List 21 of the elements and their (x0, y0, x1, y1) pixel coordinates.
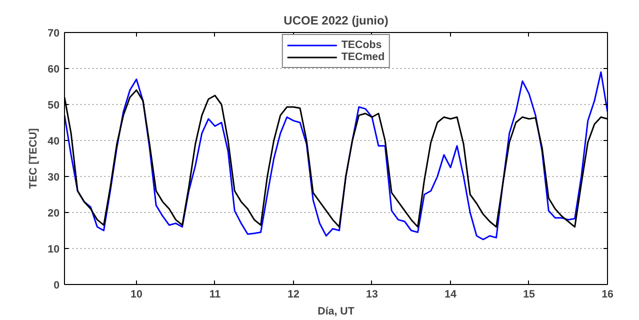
x-tick-label: 14 (444, 288, 456, 300)
legend-label: TECobs (341, 39, 382, 51)
x-tick-label: 15 (523, 288, 535, 300)
y-tick-label: 40 (48, 136, 60, 148)
y-tick-label: 70 (48, 28, 60, 40)
chart-title: UCOE 2022 (junio) (284, 14, 388, 28)
legend-label: TECmed (341, 51, 385, 63)
y-tick-label: 20 (48, 208, 60, 220)
x-tick-label: 12 (288, 288, 300, 300)
x-tick-label: 11 (209, 288, 221, 300)
x-tick-label: 13 (366, 288, 378, 300)
y-tick-label: 30 (48, 172, 60, 184)
y-tick-label: 10 (48, 244, 60, 256)
x-tick-label: 10 (130, 288, 142, 300)
y-tick-label: 60 (48, 64, 60, 76)
y-tick-label: 0 (54, 280, 60, 292)
y-tick-label: 50 (48, 100, 60, 112)
x-tick-label: 16 (602, 288, 614, 300)
line-series (64, 71, 608, 240)
y-axis-title: TEC [TECU] (28, 128, 40, 189)
x-axis-title: Día, UT (318, 306, 355, 318)
